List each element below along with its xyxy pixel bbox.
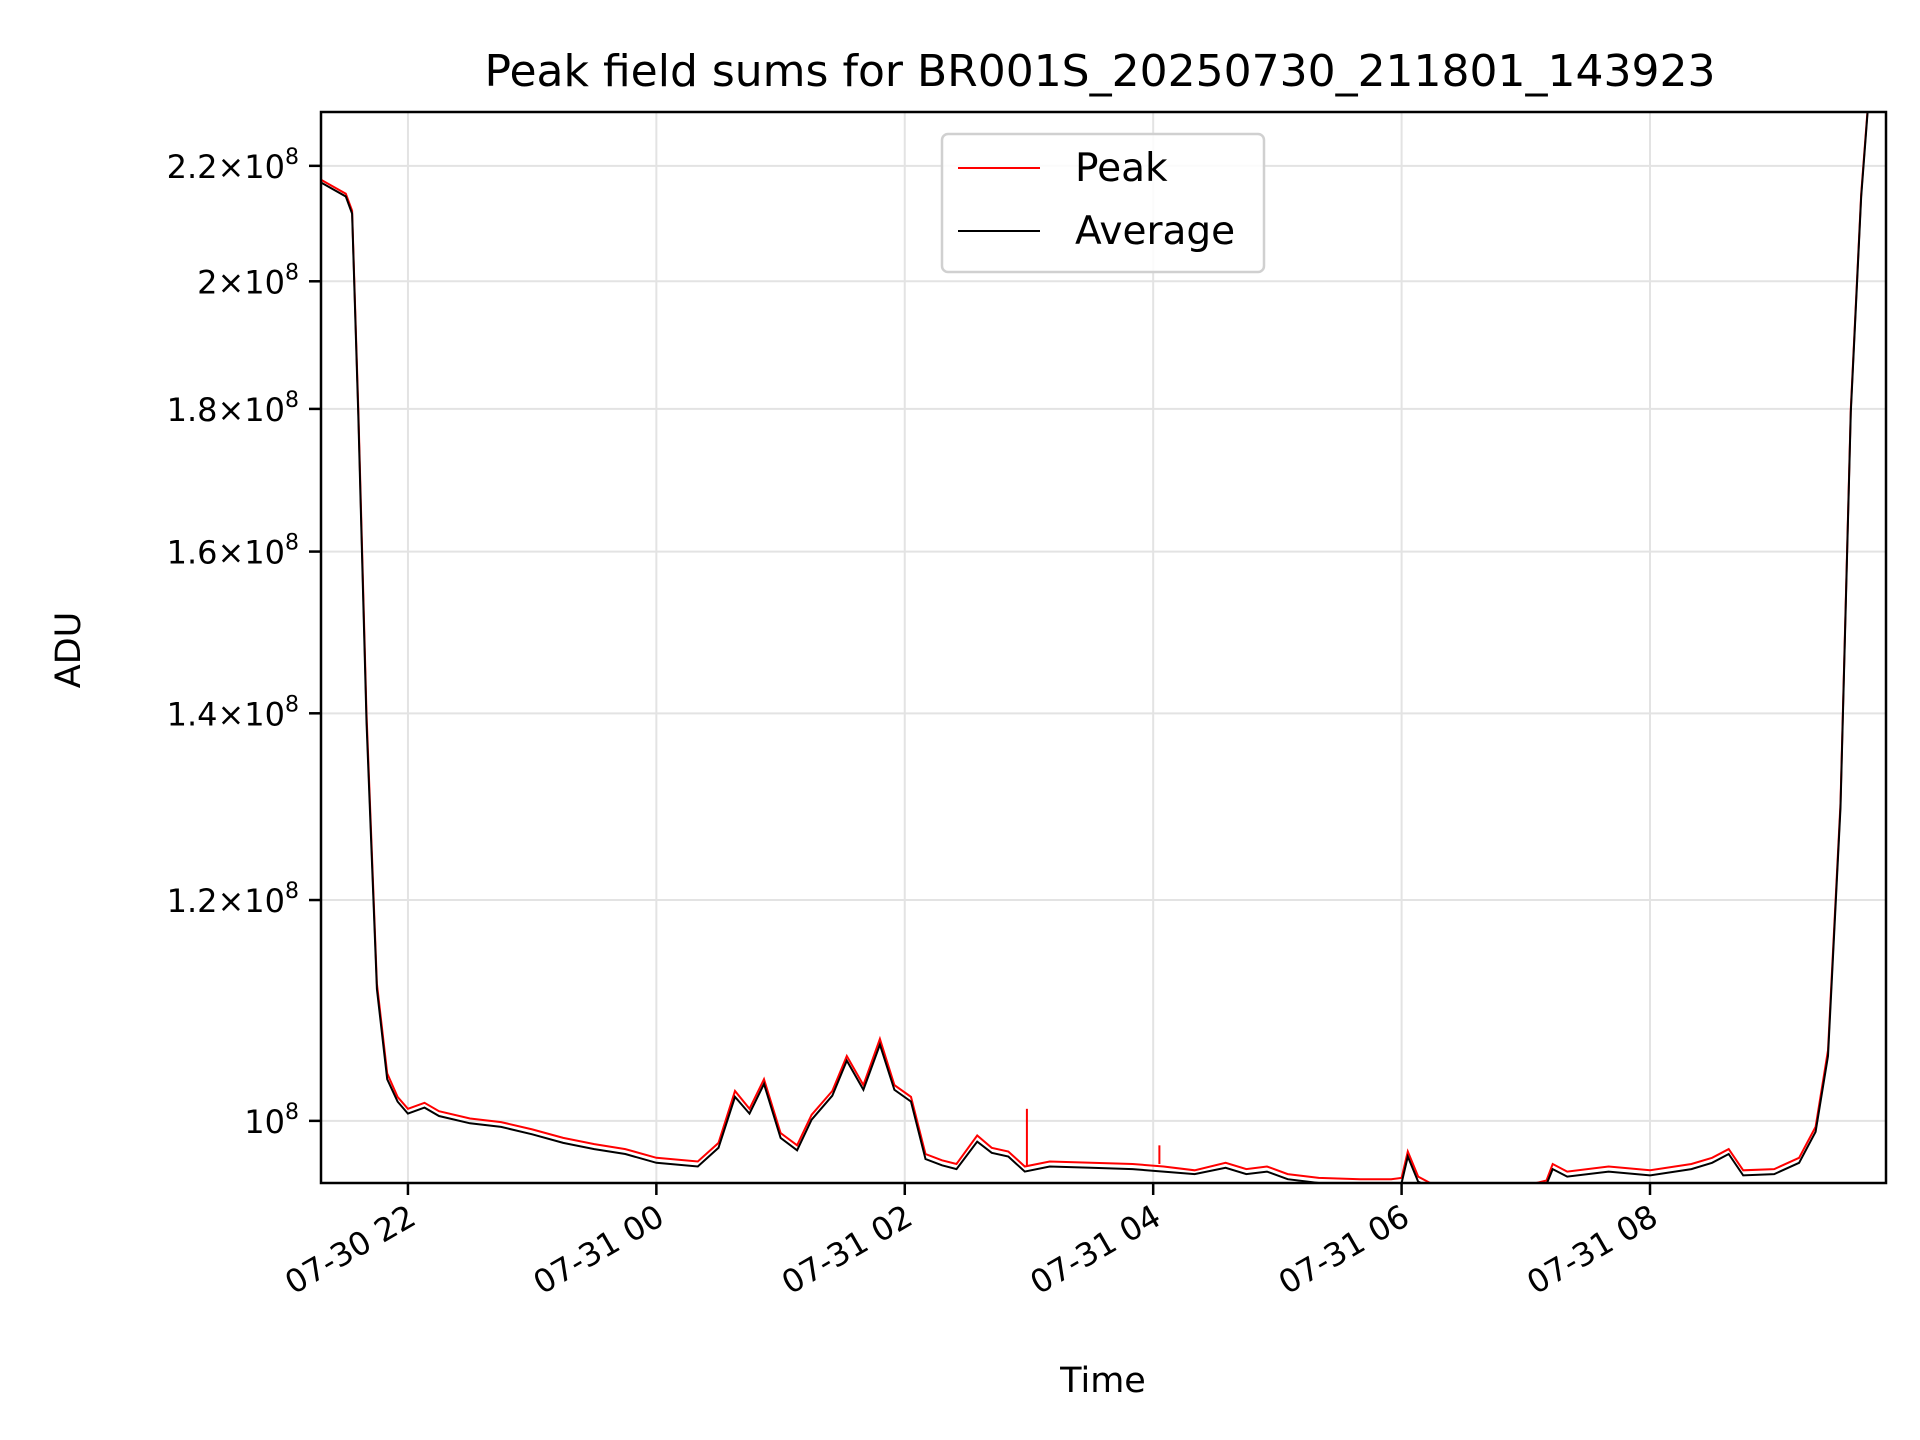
plot-frame [319,110,1888,1185]
x-tick-label: 07-30 22 [278,1197,422,1302]
y-tick-label: 1.6×108 [167,531,299,572]
x-tick-label: 07-31 08 [1520,1197,1664,1302]
legend-average-label: Average [1075,209,1235,254]
x-tick-label: 07-31 02 [775,1197,919,1302]
y-tick-label: 1.2×108 [167,879,299,920]
y-tick-label: 108 [244,1100,299,1141]
legend: Peak Average [940,132,1266,274]
x-tick-label: 07-31 06 [1272,1197,1416,1302]
plot-area [321,112,1869,1183]
y-axis-ticks: 108 1.2×108 1.4×108 1.6×108 1.8×108 2×108 2.2×… [167,145,321,1141]
y-tick-label: 1.8×108 [167,388,299,429]
legend-peak-label: Peak [1075,146,1168,191]
chart-title: Peak field sums for BR001S_20250730_2118… [484,46,1715,97]
y-tick-label: 2.2×108 [167,145,299,186]
spike-markers [1025,1108,1161,1167]
y-axis-title: ADU [49,612,89,689]
x-axis-ticks: 07-30 22 07-31 00 07-31 02 07-31 04 07-31 06… [278,1183,1664,1302]
x-tick-label: 07-31 04 [1024,1197,1168,1302]
series-peak-line [321,112,1869,1183]
y-tick-label: 2×108 [197,260,299,301]
y-tick-label: 1.4×108 [167,692,299,733]
x-axis-title: Time [1059,1361,1146,1401]
series-average-line [321,112,1869,1183]
x-tick-label: 07-31 00 [527,1197,671,1302]
